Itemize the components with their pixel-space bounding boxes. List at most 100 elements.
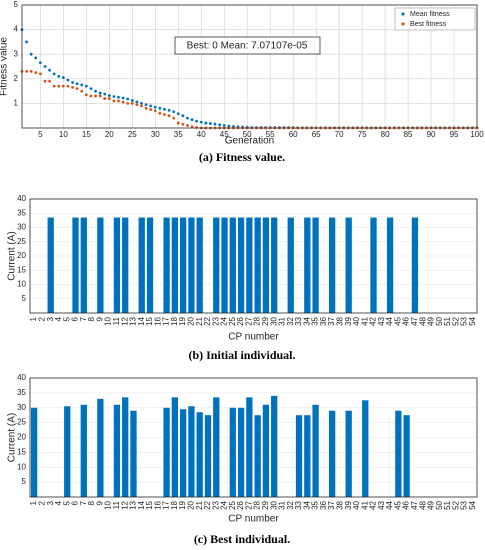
y-tick-label: 35: [17, 208, 26, 217]
x-axis-label: Generation: [225, 136, 274, 147]
point: [61, 76, 65, 79]
y-tick-label: 4: [14, 25, 19, 34]
point: [218, 123, 222, 127]
point: [38, 72, 42, 76]
x-tick-label: 52: [451, 316, 460, 325]
bar: [328, 217, 336, 313]
point: [43, 79, 47, 83]
point: [57, 84, 61, 88]
point: [94, 89, 97, 93]
x-tick-label: 12: [120, 316, 129, 325]
point: [48, 79, 51, 83]
point: [107, 94, 111, 97]
x-tick-label: 22: [203, 316, 212, 325]
x-tick-label: 55: [266, 130, 275, 139]
point: [98, 94, 102, 98]
x-tick-label: 1: [29, 500, 38, 505]
point: [89, 87, 93, 91]
bar: [146, 217, 154, 313]
x-tick-label: 11: [112, 500, 121, 509]
bar: [370, 217, 377, 313]
x-tick-label: 8: [87, 316, 96, 321]
point: [103, 92, 107, 96]
point: [195, 126, 199, 129]
x-tick-label: 20: [105, 130, 114, 139]
point: [48, 68, 51, 72]
y-tick-label: 20: [17, 433, 26, 442]
x-tick-label: 10: [104, 500, 113, 509]
x-tick-label: 50: [435, 500, 444, 509]
legend-label: Mean fitness: [410, 11, 450, 18]
y-tick-label: 2: [14, 74, 19, 83]
y-tick-label: 10: [17, 280, 26, 289]
point: [181, 122, 185, 126]
x-tick-label: 51: [443, 316, 452, 325]
point: [227, 124, 231, 128]
point: [181, 114, 185, 118]
x-tick-label: 90: [427, 130, 436, 139]
x-tick-label: 39: [344, 316, 353, 325]
bar: [254, 415, 261, 497]
bar: [386, 217, 394, 313]
x-tick-label: 24: [220, 316, 229, 325]
x-tick-label: 39: [344, 500, 353, 509]
bar: [262, 404, 270, 497]
bar: [97, 398, 104, 497]
x-tick-label: 35: [174, 130, 183, 139]
point: [126, 102, 130, 105]
x-tick-label: 25: [228, 500, 237, 509]
x-tick-label: 38: [336, 316, 345, 325]
bar: [312, 404, 319, 497]
x-tick-label: 19: [178, 500, 187, 509]
bar: [328, 410, 336, 497]
x-tick-label: 1: [29, 316, 38, 321]
x-tick-label: 65: [312, 130, 321, 139]
point: [61, 84, 65, 88]
point: [135, 100, 139, 104]
bar: [196, 217, 203, 313]
x-tick-label: 45: [220, 130, 229, 139]
x-tick-label: 49: [427, 500, 436, 509]
point: [71, 81, 74, 84]
x-tick-label: 13: [129, 316, 138, 325]
x-tick-label: 22: [203, 500, 212, 509]
point: [167, 114, 171, 118]
point: [149, 104, 153, 108]
bar: [72, 217, 79, 313]
x-tick-label: 14: [137, 500, 146, 509]
x-tick-label: 40: [197, 130, 206, 139]
point: [80, 89, 84, 93]
bar: [188, 217, 195, 313]
x-tick-label: 70: [335, 130, 344, 139]
bar: [122, 217, 129, 313]
point: [209, 122, 212, 125]
x-tick-label: 17: [162, 500, 171, 509]
x-tick-label: 4: [54, 316, 63, 321]
bar: [113, 404, 121, 497]
caption: (c) Best individual.: [194, 532, 290, 546]
x-tick-label: 41: [360, 500, 369, 509]
bar: [80, 404, 87, 497]
point: [158, 111, 162, 115]
x-tick-label: 5: [62, 316, 71, 321]
x-tick-label: 44: [385, 500, 394, 509]
x-tick-label: 20: [187, 316, 196, 325]
bar: [362, 400, 369, 497]
x-tick-label: 12: [120, 500, 129, 509]
y-tick-label: 1: [14, 99, 19, 108]
point: [29, 70, 33, 73]
bar: [345, 217, 352, 313]
x-tick-label: 16: [153, 316, 162, 325]
x-tick-label: 43: [377, 500, 386, 509]
bar: [237, 407, 245, 497]
x-tick-label: 46: [402, 500, 411, 509]
x-tick-label: 52: [451, 500, 460, 509]
point: [204, 121, 208, 125]
point: [75, 87, 79, 91]
x-tick-label: 42: [369, 500, 378, 509]
x-tick-label: 10: [104, 316, 113, 325]
x-tick-label: 10: [59, 130, 68, 139]
x-tick-label: 8: [87, 500, 96, 505]
x-tick-label: 75: [358, 130, 367, 139]
y-tick-label: 20: [17, 251, 26, 260]
